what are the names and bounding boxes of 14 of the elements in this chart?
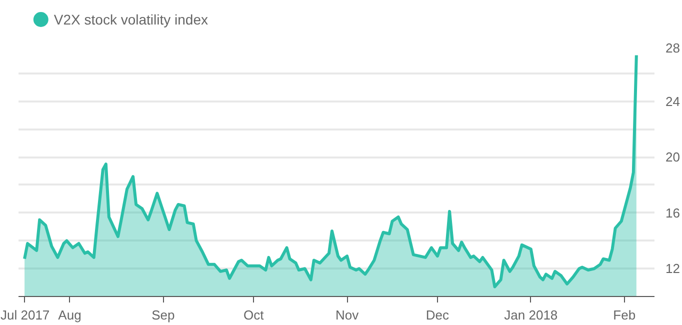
y-tick-label: 24 bbox=[666, 94, 680, 109]
x-tick-label: Sep bbox=[152, 308, 175, 322]
x-tick-label: Jul 2017 bbox=[0, 308, 50, 322]
x-tick-label: Feb bbox=[613, 308, 636, 322]
x-tick-label: Nov bbox=[335, 308, 360, 322]
x-tick-label: Dec bbox=[426, 308, 450, 322]
x-tick-label: Jan 2018 bbox=[504, 308, 558, 322]
x-tick-label: Oct bbox=[243, 308, 264, 322]
x-tick-label: Aug bbox=[58, 308, 82, 322]
y-tick-label: 28 bbox=[666, 40, 680, 56]
legend-label: V2X stock volatility index bbox=[54, 12, 208, 28]
y-tick-label: 12 bbox=[666, 261, 680, 276]
y-tick-label: 16 bbox=[666, 205, 680, 220]
y-tick-label: 20 bbox=[666, 150, 680, 165]
